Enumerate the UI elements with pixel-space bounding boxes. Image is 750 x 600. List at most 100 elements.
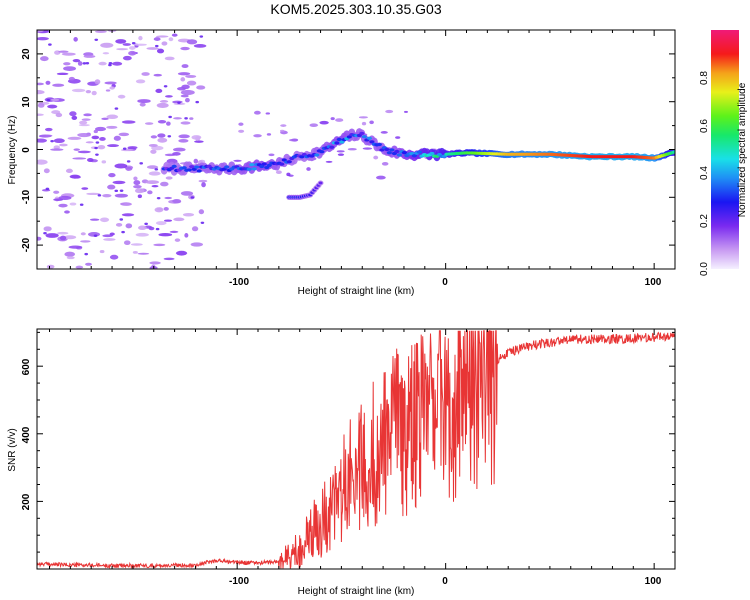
spectrogram-noise-blob [336, 150, 345, 153]
spectrogram-noise-blob [104, 81, 117, 85]
spectrogram-noise-blob [134, 43, 147, 46]
spectrogram-noise-blob [83, 54, 96, 58]
spectrogram-noise-blob [83, 113, 92, 117]
spectrogram-noise-blob [53, 145, 60, 150]
spectrogram-noise-blob [164, 219, 173, 222]
spectrogram-noise-blob [175, 250, 188, 256]
snr-x-ticks [49, 329, 676, 569]
spectrogram-noise-blob [58, 203, 68, 208]
spectrogram-noise-blob [163, 207, 169, 211]
spectrogram-noise-blob [101, 160, 107, 164]
spectrogram-noise-blob [46, 264, 55, 269]
spectrogram-noise-blob [200, 221, 205, 225]
spectrogram-noise-blob [193, 158, 199, 164]
spectrogram-noise-blob [164, 56, 175, 61]
spectrogram-marks [37, 30, 675, 269]
spectrogram-noise-blob [58, 50, 69, 53]
spectrogram-x-label: Height of straight line (km) [298, 286, 415, 297]
spectrogram-noise-blob [109, 254, 119, 260]
spectrogram-noise-blob [238, 129, 245, 133]
spectrogram-noise-blob [138, 225, 147, 231]
spectrogram-noise-blob [156, 48, 165, 54]
spectrogram-noise-blob [153, 37, 161, 41]
spectrogram-noise-blob [94, 146, 98, 150]
spectrogram-noise-blob [155, 227, 160, 231]
spectrogram-ridge-core [361, 135, 367, 139]
spectrogram-noise-blob [66, 256, 75, 260]
spectrogram-noise-blob [100, 217, 110, 223]
spectrogram-noise-blob [79, 120, 88, 125]
spectrogram-ridge-core [671, 150, 675, 154]
spectrogram-noise-blob [180, 46, 190, 51]
spectrogram-ridge-core [266, 163, 272, 167]
spectrogram-ridge-core [389, 148, 395, 152]
spectrogram-noise-blob [195, 100, 200, 104]
spectrogram-noise-blob [120, 148, 134, 152]
spectrogram-ridge-core [334, 141, 340, 145]
spectrogram-noise-blob [373, 155, 379, 160]
snr-panel: -100 0 100 Height of straight line (km) … [7, 328, 676, 597]
colorbar-gradient [711, 30, 739, 269]
spectrogram-noise-blob [79, 203, 84, 206]
spectrogram-noise-blob [48, 43, 52, 46]
spectrogram-noise-blob [122, 43, 131, 46]
spectrogram-noise-blob [199, 35, 204, 38]
spectrogram-ridge-core [279, 162, 285, 166]
spectrogram-noise-blob [133, 180, 141, 186]
spectrogram-noise-blob [91, 135, 100, 140]
spectrogram-noise-blob [198, 179, 208, 183]
snr-y-ticks [37, 331, 675, 553]
spectrogram-noise-blob [93, 129, 98, 134]
spectrogram-noise-blob [148, 226, 155, 231]
spectrogram-noise-blob [126, 160, 131, 163]
spectrogram-noise-blob [165, 95, 173, 98]
spectrogram-ridge-core [246, 167, 252, 171]
spectrogram-noise-blob [380, 131, 388, 134]
spectrogram-noise-blob [153, 243, 166, 247]
spectrogram-noise-blob [64, 251, 76, 257]
spectrogram-ridge-core [249, 163, 255, 167]
spectrogram-noise-blob [91, 90, 97, 96]
spectrogram-noise-blob [325, 160, 333, 163]
spectrogram-ridge-core [194, 165, 200, 169]
snr-xtick-label: 100 [645, 576, 662, 587]
spectrogram-noise-blob [139, 162, 144, 165]
spectrogram-noise-blob [163, 85, 168, 88]
spectrogram-noise-blob [180, 94, 189, 98]
spectrogram-ridge-core [314, 153, 320, 157]
spectrogram-noise-blob [94, 79, 101, 85]
spectrogram-noise-blob [198, 209, 205, 215]
spectrogram-noise-blob [154, 168, 159, 171]
spectrogram-noise-blob [106, 114, 119, 120]
spectrogram-noise-blob [125, 166, 133, 171]
spectrogram-noise-blob [114, 189, 119, 193]
spectrogram-noise-blob [84, 252, 89, 256]
spectrogram-noise-blob [154, 207, 164, 213]
spectrogram-noise-blob [358, 116, 368, 119]
spectrogram-noise-blob [186, 80, 197, 86]
spectrogram-noise-blob [37, 82, 44, 86]
spectrogram-ridge-core [394, 149, 400, 154]
spectrogram-noise-blob [171, 33, 178, 37]
spectrogram-noise-blob [156, 102, 169, 108]
spectrogram-noise-blob [115, 222, 123, 227]
spectrogram-noise-blob [161, 41, 168, 46]
spectrogram-noise-blob [94, 38, 99, 41]
spectrogram-noise-blob [201, 182, 206, 188]
spectrogram-noise-blob [151, 145, 164, 151]
spectrogram-noise-blob [93, 234, 98, 237]
spectrogram-noise-blob [37, 89, 45, 95]
spectrogram-noise-blob [182, 213, 195, 217]
spectrogram-ridge-core [416, 150, 422, 154]
spectrogram-noise-blob [113, 135, 121, 141]
spectrogram-noise-blob [61, 52, 76, 56]
spectrogram-noise-blob [37, 36, 49, 41]
spectrogram-noise-blob [57, 231, 69, 235]
spectrogram-noise-blob [45, 187, 50, 191]
spectrogram-noise-blob [150, 149, 157, 154]
spectrogram-noise-blob [184, 233, 189, 238]
spectrogram-noise-blob [78, 124, 90, 127]
spectrogram-noise-blob [144, 122, 154, 125]
snr-ytick-label: 200 [21, 493, 32, 510]
spectrogram-noise-blob [361, 121, 367, 126]
